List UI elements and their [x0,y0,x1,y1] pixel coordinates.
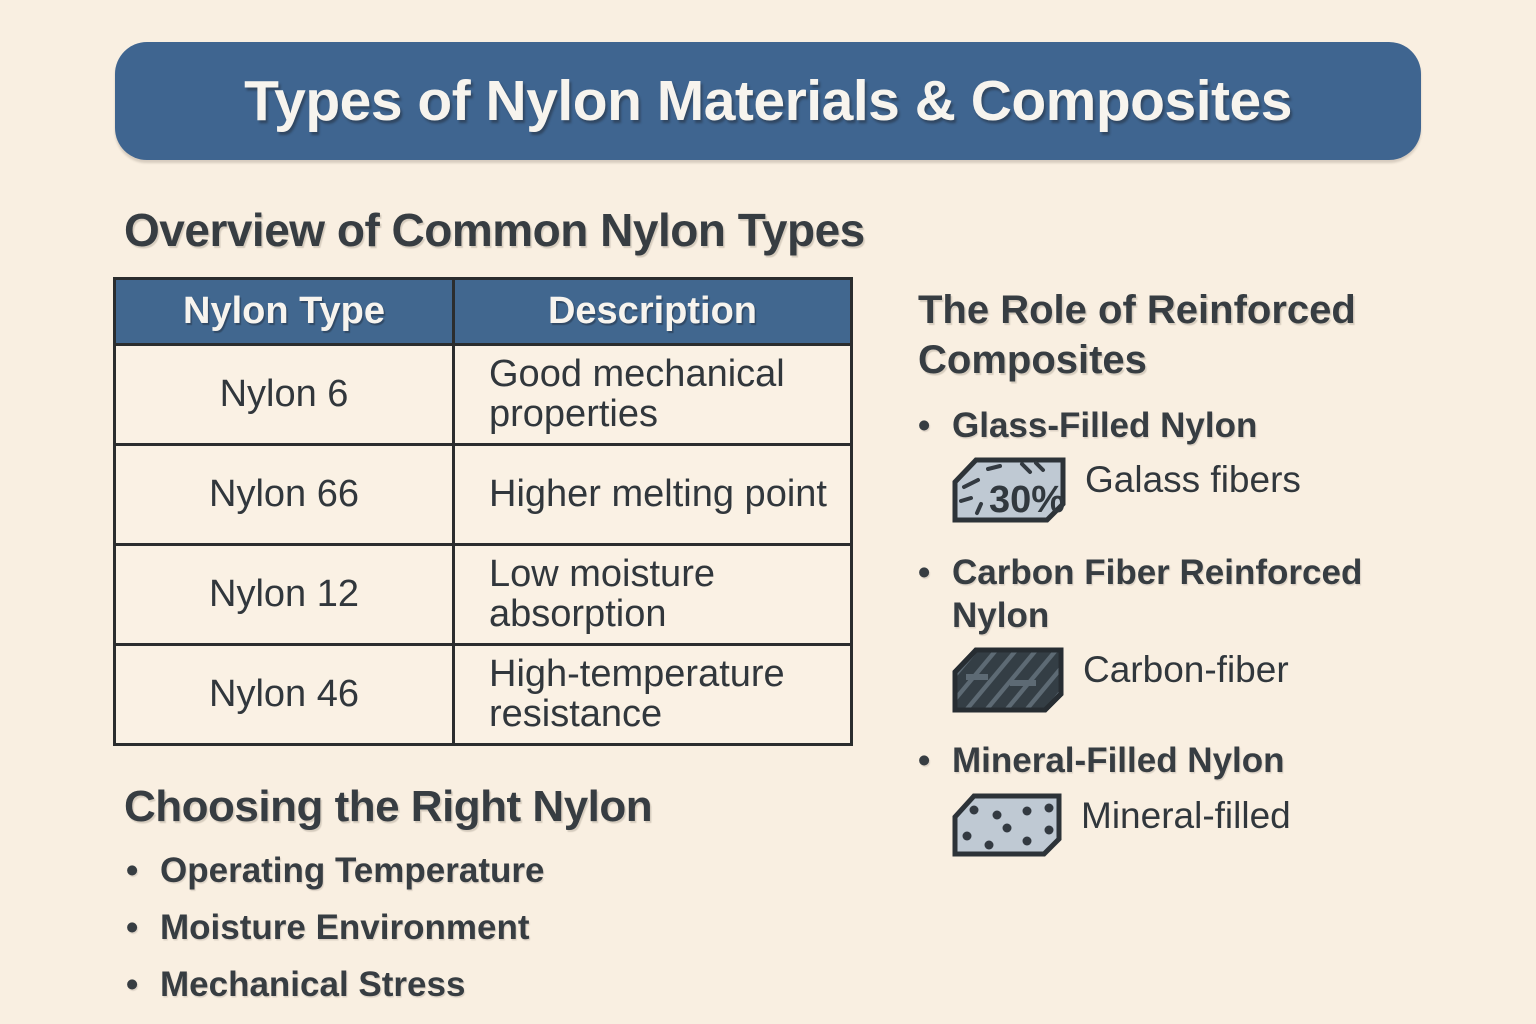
list-item: • Mechanical Stress [126,966,544,1004]
description-cell: High-temperature resistance [452,643,853,746]
composites-panel: The Role of Reinforced Composites • Glas… [918,286,1458,857]
composite-item-mineral: • Mineral-Filled Nylon [918,740,1458,857]
bullet-icon: • [918,406,931,446]
bullet-icon: • [126,965,139,1004]
choosing-list: • Operating Temperature • Moisture Envir… [126,852,544,1023]
nylon-type-cell: Nylon 46 [113,643,455,746]
bullet-icon: • [918,552,931,592]
bullet-icon: • [126,908,139,947]
composite-item-label: Mineral-Filled Nylon [952,741,1285,781]
description-cell: Low moisture absorption [452,543,853,646]
bullet-icon: • [126,851,139,890]
bullet-icon: • [918,741,931,781]
table-row: Nylon 46 High-temperature resistance [113,643,853,746]
swatch-caption: Carbon-fiber [1083,649,1289,691]
swatch-caption: Mineral-filled [1081,794,1291,836]
column-header-nylon-type: Nylon Type [113,277,455,346]
carbon-fiber-swatch-icon [952,647,1064,713]
choosing-item-label: Operating Temperature [160,851,545,890]
nylon-type-cell: Nylon 66 [113,443,455,546]
table-row: Nylon 12 Low moisture absorption [113,543,853,646]
table-row: Nylon 6 Good mechanical properties [113,343,853,446]
table-header-row: Nylon Type Description [113,277,853,346]
composite-item-carbon: • Carbon Fiber Reinforced Nylon [918,552,1458,713]
description-cell: Good mechanical properties [452,343,853,446]
column-header-description: Description [452,277,853,346]
page-title: Types of Nylon Materials & Composites [244,69,1292,133]
mineral-filled-swatch-icon [952,793,1062,857]
mineral-dots [962,803,1054,850]
swatch-caption: Galass fibers [1085,458,1301,500]
nylon-type-cell: Nylon 6 [113,343,455,446]
title-banner: Types of Nylon Materials & Composites [115,42,1421,160]
composite-item-label: Glass-Filled Nylon [952,406,1258,446]
carbon-weave-notches [966,674,1036,687]
table-row: Nylon 66 Higher melting point [113,443,853,546]
nylon-types-table: Nylon Type Description Nylon 6 Good mech… [113,277,853,746]
composite-item-glass: • Glass-Filled Nylon 30% Galass [918,405,1458,523]
choosing-item-label: Moisture Environment [160,908,530,947]
composites-heading: The Role of Reinforced Composites [918,288,1356,382]
composite-item-label: Carbon Fiber Reinforced Nylon [952,552,1363,635]
glass-filled-swatch-icon: 30% [952,457,1066,523]
overview-heading: Overview of Common Nylon Types [124,204,865,256]
glass-fill-percentage: 30% [989,479,1065,521]
choosing-heading: Choosing the Right Nylon [124,782,653,831]
list-item: • Operating Temperature [126,852,544,890]
glass-fiber-dashes [959,460,1045,515]
description-cell: Higher melting point [452,443,853,546]
choosing-item-label: Mechanical Stress [160,965,466,1004]
nylon-type-cell: Nylon 12 [113,543,455,646]
list-item: • Moisture Environment [126,909,544,947]
